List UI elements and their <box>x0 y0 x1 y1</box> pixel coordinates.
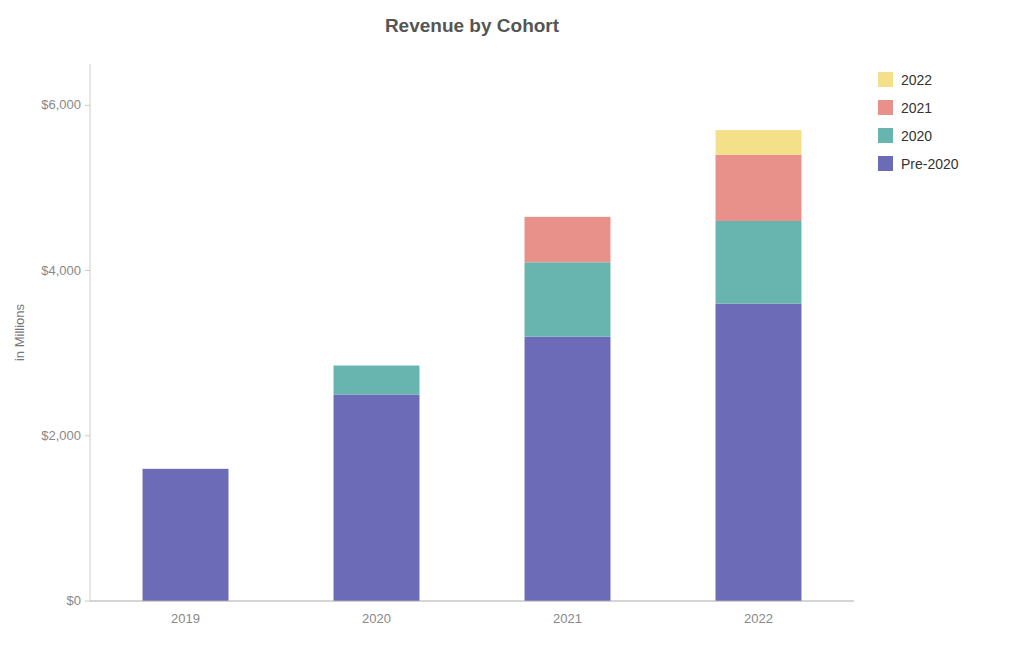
bar-segment <box>143 468 229 469</box>
legend-label: 2022 <box>901 72 932 88</box>
y-tick <box>85 435 90 436</box>
y-tick-label: $6,000 <box>41 97 81 112</box>
y-axis-label: in Millions <box>12 303 27 361</box>
legend: 2022 2021 2020 Pre-2020 <box>878 72 959 172</box>
bar-segment <box>525 262 611 336</box>
bar-segment <box>716 130 802 155</box>
x-tick-label: 2022 <box>744 611 773 626</box>
legend-swatch <box>878 128 893 143</box>
bar-segment <box>525 216 611 217</box>
x-tick-label: 2019 <box>171 611 200 626</box>
bar-segment <box>716 155 802 221</box>
bar-segment <box>143 468 229 469</box>
y-tick <box>85 105 90 106</box>
bar-segment <box>143 468 229 469</box>
legend-swatch <box>878 100 893 115</box>
x-tick-label: 2021 <box>553 611 582 626</box>
chart-title: Revenue by Cohort <box>385 15 560 36</box>
y-tick-label: $2,000 <box>41 428 81 443</box>
legend-swatch <box>878 156 893 171</box>
bar-segment <box>716 221 802 304</box>
legend-label: 2021 <box>901 100 932 116</box>
bar-segment <box>525 217 611 262</box>
bar-segment <box>334 365 420 366</box>
bars <box>143 130 802 601</box>
chart-container: Revenue by Cohort in Millions $0 $2,000 $4,0… <box>0 0 1024 653</box>
bar-segment <box>525 337 611 601</box>
chart-svg: Revenue by Cohort in Millions $0 $2,000 $4,0… <box>0 0 1024 653</box>
bar-segment <box>334 366 420 395</box>
legend-label: 2020 <box>901 128 932 144</box>
y-tick <box>85 601 90 602</box>
y-tick-label: $0 <box>67 593 81 608</box>
x-tick-label: 2020 <box>362 611 391 626</box>
bar-segment <box>716 304 802 601</box>
y-tick-label: $4,000 <box>41 263 81 278</box>
bar-segment <box>143 469 229 601</box>
legend-label: Pre-2020 <box>901 156 959 172</box>
y-axis-line <box>90 64 91 601</box>
bar-segment <box>334 365 420 366</box>
x-axis-line <box>90 601 854 602</box>
legend-swatch <box>878 72 893 87</box>
y-tick <box>85 270 90 271</box>
bar-segment <box>334 394 420 601</box>
